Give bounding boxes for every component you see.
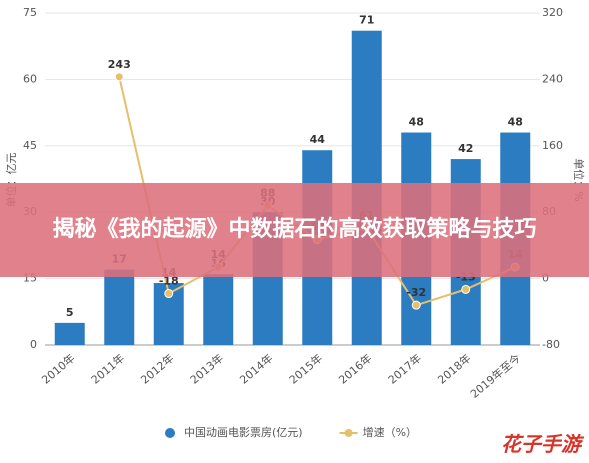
- x-tick-label: 2014年: [237, 351, 276, 387]
- x-tick-label: 2013年: [187, 351, 226, 387]
- line-point: [114, 72, 124, 82]
- y2-tick-label: 320: [542, 6, 563, 19]
- legend-swatch: [165, 428, 175, 438]
- y2-tick-label: 160: [542, 139, 563, 152]
- x-tick-label: 2010年: [39, 351, 78, 387]
- y-tick-label: 60: [23, 72, 37, 85]
- legend-swatch: [344, 429, 353, 437]
- legend-label: 中国动画电影票房(亿元): [184, 426, 303, 439]
- value-label: 42: [458, 142, 473, 155]
- banner: 揭秘《我的起源》中数据石的高效获取策略与技巧: [0, 183, 589, 277]
- y-tick-label: 75: [23, 6, 37, 19]
- x-tick-label: 2011年: [88, 351, 127, 387]
- legend-label: 增速（%）: [363, 425, 417, 439]
- y-tick-label: 0: [30, 338, 37, 351]
- x-tick-label: 2015年: [286, 351, 325, 387]
- value-label: 48: [409, 116, 424, 129]
- x-tick-label: 2012年: [138, 351, 177, 387]
- watermark: 花子手游: [501, 432, 581, 456]
- line-point: [164, 289, 174, 299]
- value-label: 5: [66, 306, 74, 319]
- y2-tick-label: 240: [542, 72, 563, 85]
- bar: [104, 269, 135, 345]
- line-point: [411, 300, 421, 310]
- value-label: 48: [508, 116, 523, 129]
- y2-tick-label: -80: [542, 338, 560, 351]
- value-label: 44: [310, 133, 326, 146]
- x-tick-label: 2019年至今: [467, 351, 523, 401]
- value-label: 71: [359, 14, 374, 27]
- bar: [54, 322, 85, 345]
- value-label: -18: [159, 275, 179, 288]
- value-label: 243: [108, 58, 131, 71]
- x-tick-label: 2018年: [435, 351, 474, 387]
- line-point: [461, 284, 471, 294]
- y-tick-label: 45: [23, 139, 37, 152]
- y2-tick-label: 0: [542, 272, 549, 285]
- x-tick-label: 2017年: [385, 351, 424, 387]
- value-label: -32: [406, 286, 426, 299]
- x-tick-label: 2016年: [336, 351, 375, 387]
- bar: [203, 274, 234, 345]
